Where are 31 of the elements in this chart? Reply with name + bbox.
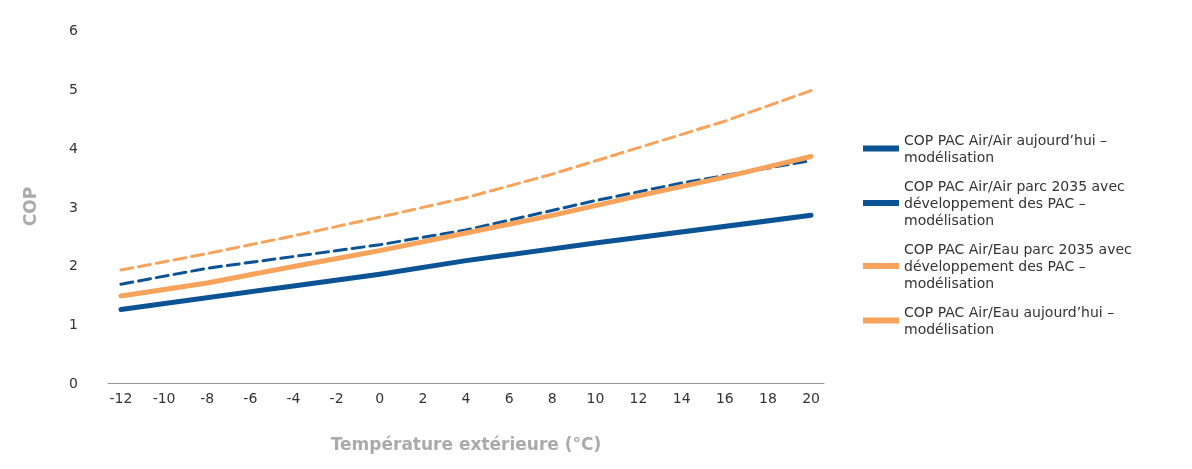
x-tick-label: 6 [504, 390, 514, 406]
x-tick-label: 8 [547, 390, 557, 406]
line-series [119, 89, 813, 272]
x-tick-label: -4 [286, 390, 301, 406]
x-tick-label: 16 [715, 390, 734, 406]
x-tick-label: 10 [586, 390, 605, 406]
x-tick-label: 12 [629, 390, 648, 406]
legend-label: COP PAC Air/Air parc 2035 avec développement des PAC – modélisation [904, 178, 1130, 228]
y-tick-label: 6 [69, 22, 79, 38]
y-tick-label: 1 [69, 316, 78, 333]
y-tick-label: 3 [69, 198, 78, 215]
x-tick-label: 20 [802, 390, 820, 406]
legend-label: COP PAC Air/Eau aujourd’hui – modélisation [904, 304, 1119, 337]
x-tick-label: 2 [418, 390, 428, 406]
y-tick-label: 2 [69, 257, 78, 274]
y-tick-label: 4 [69, 139, 79, 156]
legend-label: COP PAC Air/Eau parc 2035 avec développement des PAC – modélisation [904, 241, 1137, 291]
y-tick-label: 5 [69, 80, 78, 97]
x-axis-title: Température extérieure (°C) [330, 433, 602, 454]
x-tick-label: -2 [329, 390, 344, 406]
legend-label: COP PAC Air/Air aujourd’hui – modélisation [904, 132, 1112, 165]
x-tick-label: -8 [200, 390, 215, 406]
x-tick-label: -12 [109, 390, 133, 406]
x-tick-label: 4 [461, 390, 471, 406]
x-tick-label: 14 [672, 390, 691, 406]
x-tick-label: -10 [152, 390, 176, 406]
x-tick-label: -6 [243, 390, 258, 406]
y-axis-title: COP [19, 186, 40, 227]
y-tick-label: 0 [69, 375, 78, 391]
x-tick-label: 0 [375, 390, 385, 406]
x-tick-label: 18 [759, 390, 777, 406]
